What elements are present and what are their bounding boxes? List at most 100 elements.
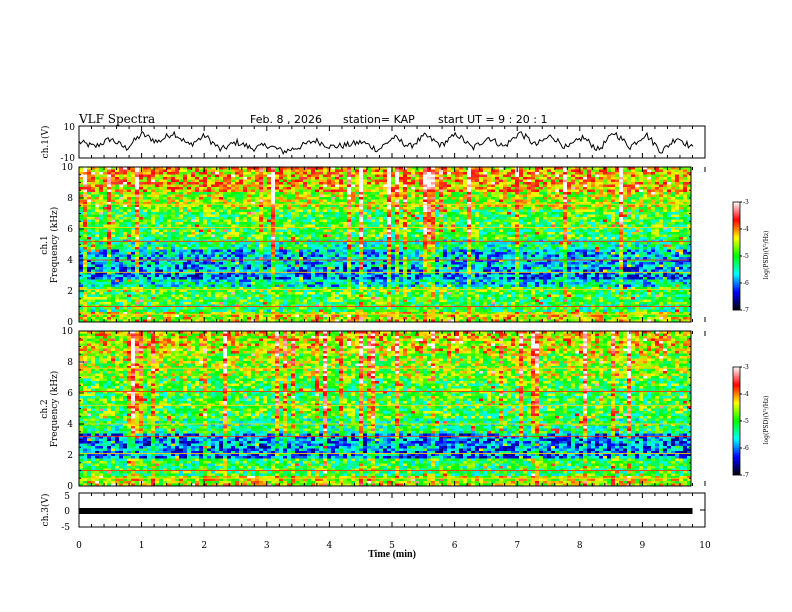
ch1-spectrogram-cell [283,174,288,178]
ch1-spectrogram-cell [147,217,152,220]
ch1-spectrogram-cell [203,212,208,215]
ch1-spectrogram-cell [487,229,492,233]
ch1-spectrogram-cell [595,224,600,228]
ch1-spectrogram-cell [327,242,332,245]
ch1-spectrogram-cell [615,194,620,198]
ch1-spectrogram-cell [131,219,136,223]
ch1-spectrogram-cell [471,174,476,178]
ch1-spectrogram-cell [575,204,580,208]
ch1-spectrogram-cell [227,202,232,205]
ch1-spectrogram-cell [231,172,236,175]
ch1-spectrogram-cell [255,237,260,240]
ch1-spectrogram-cell [259,202,264,205]
ch1-spectrogram-cell [195,184,200,188]
ch1-spectrogram-cell [403,242,408,245]
ch1-spectrogram-cell [159,192,164,195]
ch1-spectrogram-cell [595,229,600,233]
ch1-spectrogram-cell [475,197,480,200]
ch1-spectrogram-cell [107,167,112,170]
ch1-spectrogram-cell [91,209,96,213]
ch1-spectrogram-cell [503,192,508,195]
ch1-spectrogram-cell [391,187,396,190]
ch1-spectrogram-cell [639,209,644,213]
ch1-spectrogram-cell [271,209,276,213]
ch1-spectrogram-cell [215,232,220,235]
ch1-spectrogram-cell [351,222,356,225]
ch1-spectrogram-cell [235,189,240,193]
ch1-spectrogram-cell [183,194,188,198]
ch1-spectrogram-cell [435,202,440,205]
ch1-spectrogram-cell [435,224,440,228]
ch1-spectrogram-cell [451,234,456,238]
ch1-spectrogram-cell [519,232,524,235]
ch1-spectrogram-cell [619,234,624,238]
ch1-spectrogram-cell [395,167,400,170]
ch1-spectrogram-cell [267,227,272,230]
ch1-spectrogram-cell [671,204,676,208]
ch1-spectrogram-cell [219,207,224,210]
ch1-spectrogram-cell [271,174,276,178]
ch1-spectrogram-cell [531,167,536,170]
ch1-spectrogram-cell [383,172,388,175]
ch1-spectrogram-cell [563,177,568,180]
ch1-spectrogram-cell [147,234,152,238]
ch1-spectrogram-cell [323,169,328,173]
ch1-spectrogram-cell [555,232,560,235]
ch1-spectrogram-cell [655,189,660,193]
ch1-spectrogram-cell [583,194,588,198]
ch1-spectrogram-cell [591,244,596,248]
ch1-spectrogram-cell [563,202,568,205]
ch1-spectrogram-cell [127,242,132,245]
ch1-spectrogram-cell [523,182,528,185]
ch1-spectrogram-cell [195,189,200,193]
ch1-spectrogram-cell [643,242,648,245]
ch1-spectrogram-cell [583,207,588,210]
ch1-spectrogram-cell [123,229,128,233]
ch1-spectrogram-cell [591,174,596,178]
ch1-spectrogram-cell [631,224,636,228]
ch1-spectrogram-cell [367,194,372,198]
ch1-spectrogram-cell [667,179,672,183]
ch1-spectrogram-cell [195,224,200,228]
ch1-spectrogram-cell [483,187,488,190]
ch1-spectrogram-cell [547,199,552,203]
ch1-spectrogram-cell [447,172,452,175]
ch1-spectrogram-cell [431,234,436,238]
ch1-spectrogram-cell [475,219,480,223]
ch1-spectrogram-cell [171,207,176,210]
ch1-spectrogram-cell [371,187,376,190]
ch1-spectrogram-cell [451,207,456,210]
ch1-spectrogram-cell [595,192,600,195]
ch1-spectrogram-cell [447,222,452,225]
ch1-spectrogram-cell [287,234,292,238]
ch1-spectrogram-cell [199,197,204,200]
ch1-spectrogram-cell [443,177,448,180]
ch1-spectrogram-cell [95,214,100,218]
ch1-spectrogram-cell [103,229,108,233]
ch1-spectrogram-cell [99,199,104,203]
ch1-spectrogram-cell [487,227,492,230]
ch1-spectrogram-cell [279,192,284,195]
ch1-spectrogram-cell [559,179,564,183]
ch1-spectrogram-cell [295,212,300,215]
ch1-spectrogram-cell [471,237,476,240]
ch1-spectrogram-cell [479,222,484,225]
ch1-spectrogram-cell [463,177,468,180]
ch1-spectrogram-cell [459,244,464,248]
ch1-spectrogram-cell [79,217,84,220]
ch1-spectrogram-cell [411,187,416,190]
ch1-spectrogram-cell [599,167,604,170]
ch1-spectrogram-cell [355,194,360,198]
start-ut-label: start UT = 9 : 20 : 1 [438,113,548,126]
ch1-spectrogram-cell [319,222,324,225]
ch1-spectrogram-cell [683,172,688,175]
ch1-spectrogram-cell [299,174,304,178]
ch1-spectrogram-cell [299,194,304,198]
ch1-spectrogram-cell [235,207,240,210]
ch1-spectrogram-cell [139,232,144,235]
ch1-spectrogram-cell [363,227,368,230]
ch1-spectrogram-cell [511,224,516,228]
ch1-spectrogram-cell [551,187,556,190]
ch1-spectrogram-cell [327,194,332,198]
ch1-spectrogram-cell [347,189,352,193]
